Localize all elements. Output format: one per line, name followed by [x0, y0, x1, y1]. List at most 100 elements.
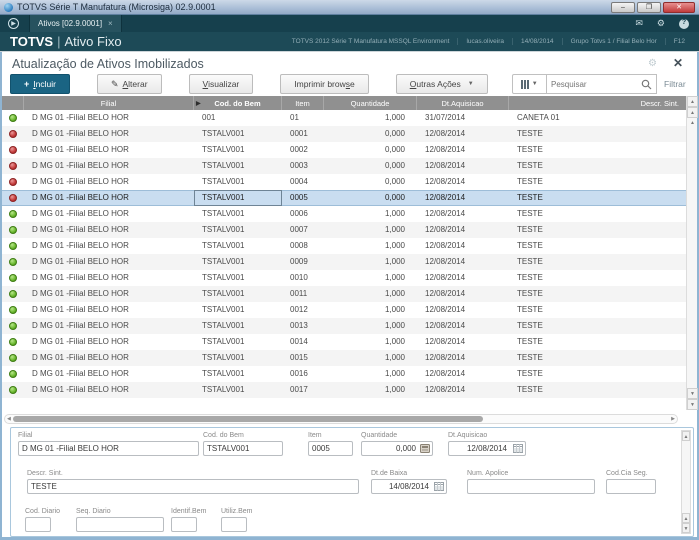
horizontal-scrollbar[interactable]: ◀ ▶ — [4, 414, 678, 424]
status-cell — [2, 110, 24, 126]
table-row[interactable]: D MG 01 -Filial BELO HOR TSTALV001 0015 1,0… — [2, 350, 690, 366]
table-row[interactable]: D MG 01 -Filial BELO HOR TSTALV001 0003 0,0… — [2, 158, 690, 174]
table-row[interactable]: D MG 01 -Filial BELO HOR TSTALV001 0001 0,0… — [2, 126, 690, 142]
chevron-down-icon: ▼ — [531, 81, 538, 87]
item-cell: 0010 — [290, 273, 308, 282]
search-icon[interactable] — [641, 79, 652, 90]
scroll-right-icon[interactable]: ▶ — [671, 416, 675, 422]
table-row[interactable]: D MG 01 -Filial BELO HOR TSTALV001 0016 1,0… — [2, 366, 690, 382]
status-cell — [2, 206, 24, 222]
item-input[interactable] — [308, 441, 353, 456]
table-row[interactable]: D MG 01 -Filial BELO HOR TSTALV001 0012 1,0… — [2, 302, 690, 318]
status-green-icon — [9, 386, 17, 394]
utiliz-bem-input[interactable] — [221, 517, 247, 532]
table-row[interactable]: D MG 01 -Filial BELO HOR 001 01 1,000 31/07/… — [2, 110, 690, 126]
close-window-button[interactable]: ✕ — [663, 1, 695, 13]
cod-bem-cell: TSTALV001 — [202, 177, 245, 186]
tab-ativos[interactable]: Ativos [02.9.0001] × — [29, 15, 122, 32]
scroll-down-icon[interactable]: ▼ — [687, 399, 698, 410]
cod-bem-input[interactable] — [203, 441, 283, 456]
quantidade-cell: 0,000 — [384, 161, 405, 170]
item-cell: 0015 — [290, 353, 308, 362]
column-selector-button[interactable]: ▼ — [512, 74, 547, 94]
calendar-icon[interactable] — [513, 444, 523, 453]
form-scroll-up2-icon[interactable]: ▲ — [682, 513, 690, 523]
table-row[interactable]: D MG 01 -Filial BELO HOR TSTALV001 0006 1,0… — [2, 206, 690, 222]
dt-aquisicao-cell: 12/08/2014 — [425, 129, 466, 138]
toolbar-button-alterar[interactable]: ✎ Alterar — [96, 74, 162, 94]
form-scroll-up-icon[interactable]: ▲ — [682, 431, 690, 441]
descr-sint-cell: TESTE — [517, 209, 543, 218]
num-apolice-input[interactable] — [467, 479, 595, 494]
filial-input[interactable] — [18, 441, 199, 456]
toolbar-button-visualizar[interactable]: Visualizar — [188, 74, 254, 94]
cod-cia-seg-input[interactable] — [606, 479, 656, 494]
table-row[interactable]: D MG 01 -Filial BELO HOR TSTALV001 0011 1,0… — [2, 286, 690, 302]
filial-cell: D MG 01 -Filial BELO HOR — [32, 385, 129, 394]
column-header-item[interactable]: Item — [282, 96, 324, 110]
table-row[interactable]: D MG 01 -Filial BELO HOR TSTALV001 0010 1,0… — [2, 270, 690, 286]
filter-link[interactable]: Filtrar — [664, 79, 686, 89]
vertical-scrollbar[interactable]: ▲ ▲▲ ▼▼ ▼ — [686, 96, 698, 410]
help-icon[interactable]: ? — [679, 18, 689, 29]
column-header-filial[interactable]: Filial — [24, 96, 194, 110]
minimize-button[interactable]: – — [611, 1, 635, 13]
field-label: Filial — [18, 432, 33, 439]
tab-close-icon[interactable]: × — [108, 19, 113, 28]
maximize-button[interactable]: ❐ — [637, 1, 661, 13]
field-filial: Filial — [18, 432, 199, 456]
table-row[interactable]: D MG 01 -Filial BELO HOR TSTALV001 0017 1,0… — [2, 382, 690, 398]
dt-aquisicao-cell: 12/08/2014 — [425, 241, 466, 250]
form-vertical-scrollbar[interactable]: ▲ ▲ ▼ — [681, 430, 691, 534]
field-num-apolice: Num. Apolice — [467, 470, 595, 494]
mail-icon[interactable]: ✉ — [635, 18, 643, 28]
toolbar-button-incluir[interactable]: + Incluir — [10, 74, 70, 94]
table-row[interactable]: D MG 01 -Filial BELO HOR TSTALV001 0013 1,0… — [2, 318, 690, 334]
column-header-descr-sint-[interactable]: Descr. Sint. — [509, 96, 690, 110]
calculator-icon[interactable] — [420, 444, 430, 453]
quantidade-cell: 1,000 — [384, 321, 405, 330]
scroll-left-icon[interactable]: ◀ — [7, 416, 11, 422]
descr-sint-cell: TESTE — [517, 353, 543, 362]
table-row[interactable]: D MG 01 -Filial BELO HOR TSTALV001 0008 1,0… — [2, 238, 690, 254]
descr-sint-cell: TESTE — [517, 257, 543, 266]
cod-diario-input[interactable] — [25, 517, 51, 532]
table-row[interactable]: D MG 01 -Filial BELO HOR TSTALV001 0004 0,0… — [2, 174, 690, 190]
totvs-logo-icon[interactable]: ▶ — [8, 18, 19, 29]
status-red-icon — [9, 146, 17, 154]
table-row[interactable]: D MG 01 -Filial BELO HOR TSTALV001 0002 0,0… — [2, 142, 690, 158]
table-row[interactable]: D MG 01 -Filial BELO HOR TSTALV001 0007 1,0… — [2, 222, 690, 238]
column-header-quantidade[interactable]: Quantidade — [324, 96, 417, 110]
scroll-page-down-icon[interactable]: ▼▼ — [687, 388, 698, 407]
table-row[interactable]: D MG 01 -Filial BELO HOR TSTALV001 0009 1,0… — [2, 254, 690, 270]
quantidade-input[interactable] — [361, 441, 433, 456]
scroll-up-icon[interactable]: ▲ — [687, 96, 698, 107]
scroll-page-up-icon[interactable]: ▲ ▲ — [687, 107, 698, 126]
gear-icon[interactable]: ⚙ — [656, 18, 665, 28]
column-header-cod-do-bem[interactable]: ▶ Cod. do Bem — [194, 96, 282, 110]
calendar-icon[interactable] — [434, 482, 444, 491]
horizontal-scroll-thumb[interactable] — [13, 416, 483, 422]
dt-baixa-input[interactable] — [371, 479, 447, 494]
descr-sint-input[interactable] — [27, 479, 359, 494]
field-label: Dt.de Baixa — [371, 470, 408, 477]
table-row[interactable]: D MG 01 -Filial BELO HOR TSTALV001 0014 1,0… — [2, 334, 690, 350]
status-red-icon — [9, 194, 17, 202]
seq-diario-input[interactable] — [76, 517, 164, 532]
settings-gear-icon[interactable]: ⚙ — [648, 58, 657, 69]
form-scroll-down-icon[interactable]: ▼ — [682, 523, 690, 533]
table-body: D MG 01 -Filial BELO HOR 001 01 1,000 31/07/… — [2, 110, 690, 398]
identif-bem-input[interactable] — [171, 517, 197, 532]
quantidade-cell: 1,000 — [384, 337, 405, 346]
column-header-label: Item — [295, 98, 310, 108]
toolbar-button-imprimir-browse[interactable]: Imprimir browse — [280, 74, 369, 94]
table-row[interactable]: D MG 01 -Filial BELO HOR TSTALV001 0005 0,0… — [2, 190, 690, 206]
dt-aquisicao-input[interactable] — [448, 441, 526, 456]
toolbar-button-outras-a-es[interactable]: Outras Ações ▼ — [395, 74, 488, 94]
brand-name: TOTVS — [10, 34, 54, 49]
search-input[interactable] — [551, 76, 637, 92]
descr-sint-cell: TESTE — [517, 321, 543, 330]
close-routine-icon[interactable]: ✕ — [672, 56, 683, 70]
descr-sint-cell: TESTE — [517, 161, 543, 170]
column-header-dt-aquisicao[interactable]: Dt.Aquisicao — [417, 96, 509, 110]
